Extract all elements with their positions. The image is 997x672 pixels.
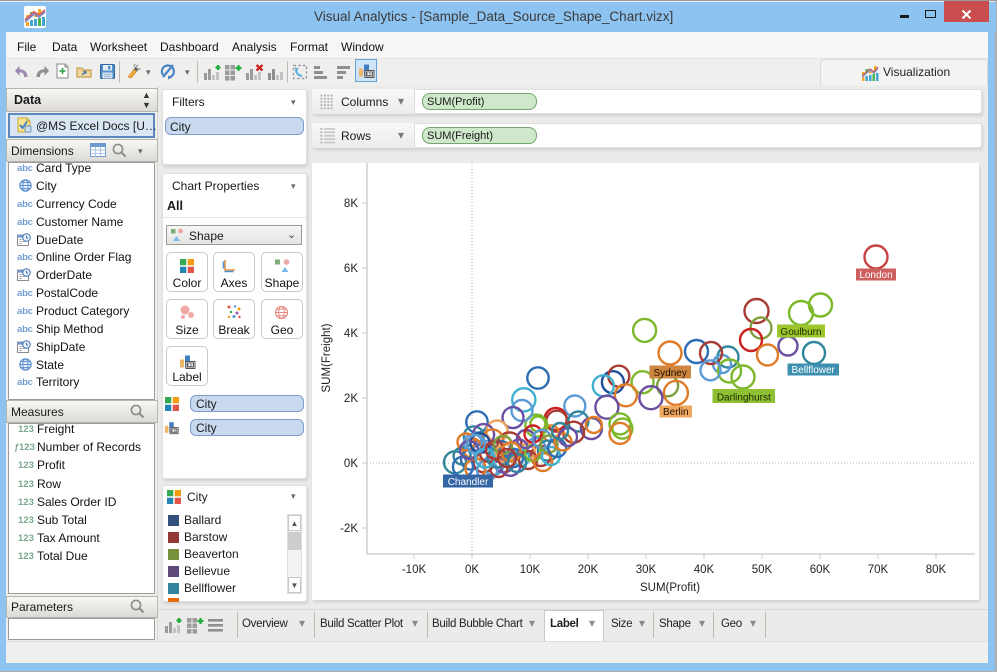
svg-text:50K: 50K (752, 564, 773, 576)
svg-text:-2K: -2K (340, 523, 358, 535)
svg-text:4K: 4K (344, 328, 358, 340)
svg-text:LB: LB (188, 364, 193, 368)
svg-text:0K: 0K (465, 564, 479, 576)
svg-text:Bellflower: Bellflower (792, 365, 836, 376)
svg-text:80K: 80K (926, 564, 947, 576)
svg-text:60K: 60K (810, 564, 831, 576)
svg-text:30K: 30K (636, 564, 657, 576)
svg-text:-10K: -10K (402, 564, 427, 576)
svg-text:SUM(Freight): SUM(Freight) (321, 323, 333, 392)
svg-text:20K: 20K (578, 564, 599, 576)
svg-text:40K: 40K (694, 564, 715, 576)
svg-text:10K: 10K (520, 564, 541, 576)
svg-text:8K: 8K (344, 198, 358, 210)
svg-text:Chandler: Chandler (448, 477, 489, 488)
svg-text:London: London (859, 270, 892, 281)
svg-text:LB: LB (367, 73, 372, 77)
svg-text:70K: 70K (868, 564, 889, 576)
svg-text:SUM(Profit): SUM(Profit) (640, 582, 700, 594)
svg-text:Darlinghurst: Darlinghurst (717, 393, 771, 404)
svg-text:Sydney: Sydney (654, 368, 687, 379)
svg-text:0K: 0K (344, 458, 358, 470)
svg-text:Berlin: Berlin (663, 407, 689, 418)
svg-text:6K: 6K (344, 263, 358, 275)
svg-text:2K: 2K (344, 393, 358, 405)
svg-text:LB: LB (172, 429, 176, 433)
svg-text:Goulburn: Goulburn (780, 327, 821, 338)
